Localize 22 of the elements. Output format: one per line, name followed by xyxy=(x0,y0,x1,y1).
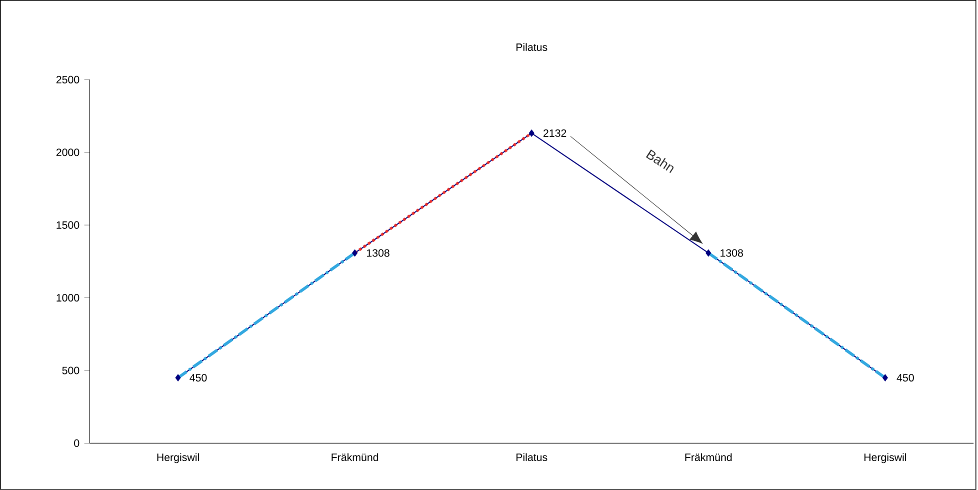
y-tick-label: 2000 xyxy=(56,148,80,156)
point xyxy=(882,374,888,382)
point xyxy=(528,130,534,137)
x-tick-label: Hergiswil xyxy=(157,453,199,464)
x-tick-label: Pilatus xyxy=(516,453,548,462)
y-tick-label: 1500 xyxy=(56,221,80,229)
x-tick-label: Fräkmünd xyxy=(332,453,378,462)
y-tick-label: 2500 xyxy=(56,76,80,84)
chart-title: Pilatus xyxy=(516,43,548,52)
point xyxy=(175,374,181,382)
data-label: 450 xyxy=(190,374,207,382)
y-tick-label: 1000 xyxy=(56,294,80,302)
point xyxy=(706,249,712,257)
point xyxy=(352,249,358,257)
x-tick-label: Hergiswil xyxy=(864,453,906,464)
data-label: 1308 xyxy=(720,249,743,257)
data-label: 1308 xyxy=(366,249,390,257)
data-label: 450 xyxy=(896,374,914,382)
y-tick-label: 500 xyxy=(62,366,80,374)
y-tick-label: 0 xyxy=(74,439,80,448)
x-tick-label: Fräkmünd xyxy=(685,453,732,462)
data-label: 2132 xyxy=(544,129,566,137)
